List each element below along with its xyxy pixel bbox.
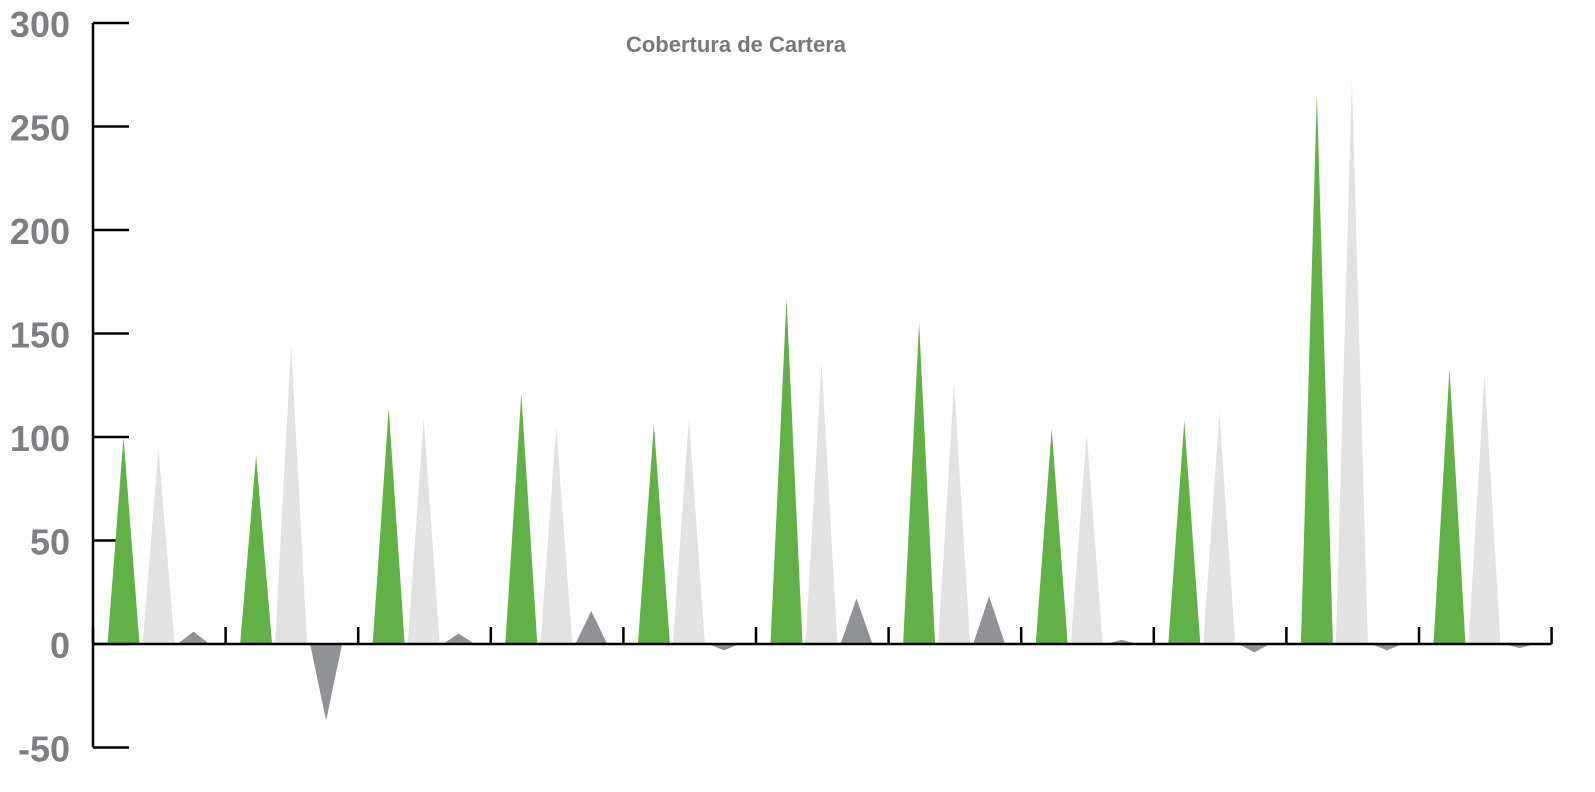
y-tick-label: 50 bbox=[30, 522, 70, 563]
bar-mark bbox=[973, 596, 1006, 644]
chart-marks bbox=[107, 78, 1536, 721]
bar-mark bbox=[707, 644, 740, 651]
bar-mark bbox=[1168, 420, 1201, 644]
chart-title: Cobertura de Cartera bbox=[626, 32, 847, 57]
bar-mark bbox=[903, 323, 936, 644]
bar-mark bbox=[1203, 412, 1236, 644]
bar-mark bbox=[1468, 374, 1501, 644]
bar-mark bbox=[505, 393, 538, 644]
bar-mark bbox=[938, 383, 971, 644]
bar-mark bbox=[1300, 93, 1333, 644]
bar-mark bbox=[177, 631, 210, 644]
bar-mark bbox=[372, 408, 405, 644]
bar-mark bbox=[1035, 428, 1068, 644]
bar-mark bbox=[805, 362, 838, 644]
bar-mark bbox=[1433, 368, 1466, 644]
bar-mark bbox=[575, 610, 608, 644]
bar-mark bbox=[310, 644, 343, 721]
y-tick-label: 150 bbox=[10, 315, 70, 356]
y-tick-label: 250 bbox=[10, 108, 70, 149]
bar-mark bbox=[770, 298, 803, 644]
bar-mark bbox=[407, 418, 440, 644]
bar-mark bbox=[142, 449, 175, 644]
y-tick-label: -50 bbox=[18, 729, 70, 770]
bar-mark bbox=[1070, 432, 1103, 644]
bar-mark bbox=[672, 418, 705, 644]
bar-mark bbox=[540, 426, 573, 644]
y-tick-label: 300 bbox=[10, 4, 70, 45]
bar-mark bbox=[240, 455, 273, 644]
bar-mark bbox=[1370, 644, 1403, 651]
bar-mark bbox=[637, 424, 670, 644]
x-axis bbox=[91, 627, 1553, 646]
bar-mark bbox=[442, 633, 475, 644]
bar-mark bbox=[107, 437, 140, 644]
y-tick-label: 200 bbox=[10, 211, 70, 252]
bar-mark bbox=[275, 343, 308, 644]
y-tick-label: 100 bbox=[10, 418, 70, 459]
y-tick-label: 0 bbox=[50, 625, 70, 666]
y-axis: 300 250 200 150 100 50 0 -50 bbox=[10, 4, 129, 770]
bar-mark bbox=[1335, 78, 1368, 644]
bar-mark bbox=[840, 598, 873, 644]
bar-mark bbox=[1238, 644, 1271, 653]
